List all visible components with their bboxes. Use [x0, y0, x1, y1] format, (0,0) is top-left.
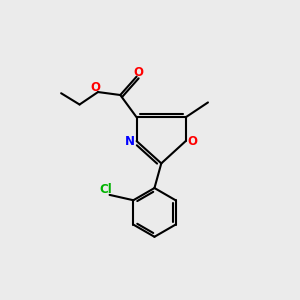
Text: N: N: [125, 135, 135, 148]
Text: O: O: [133, 66, 143, 79]
Text: O: O: [91, 81, 100, 94]
Text: Cl: Cl: [100, 183, 112, 196]
Text: O: O: [187, 135, 197, 148]
